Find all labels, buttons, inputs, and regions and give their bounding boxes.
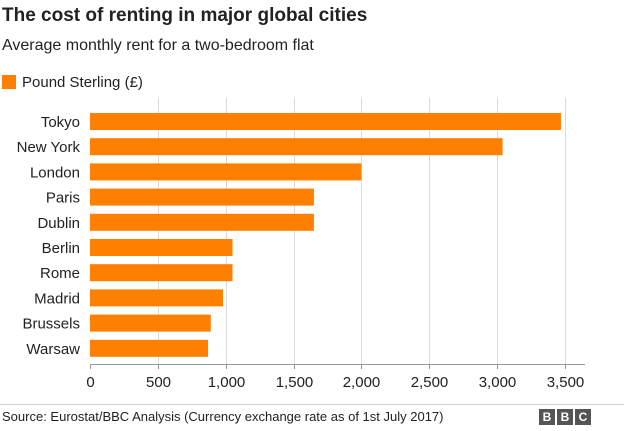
- category-label: Warsaw: [26, 341, 80, 358]
- bar: [90, 239, 233, 256]
- chart-title: The cost of renting in major global citi…: [2, 5, 368, 26]
- category-label: New York: [17, 139, 81, 156]
- category-label: Brussels: [22, 316, 80, 333]
- category-label: London: [30, 164, 80, 181]
- x-tick-label: 1,500: [276, 374, 314, 391]
- chart-subtitle: Average monthly rent for a two-bedroom f…: [2, 37, 314, 54]
- x-tick-label: 1,000: [208, 374, 246, 391]
- logo-letter: B: [557, 409, 573, 425]
- bar: [90, 213, 314, 231]
- bars: [90, 113, 561, 357]
- bbc-logo: B B C: [539, 409, 591, 425]
- bar: [90, 163, 362, 181]
- bar: [90, 138, 503, 156]
- category-label: Berlin: [42, 240, 80, 257]
- bar: [90, 188, 314, 206]
- category-label: Madrid: [34, 290, 80, 307]
- x-tick-label: 2,500: [411, 374, 449, 391]
- category-label: Dublin: [37, 215, 80, 232]
- bar: [90, 314, 211, 332]
- category-labels: Tokyo New York London Paris Dublin Berlin Rome…: [17, 114, 81, 358]
- bar: [90, 289, 223, 307]
- x-tick-label: 500: [146, 374, 171, 391]
- footer-divider: [0, 404, 624, 405]
- source-note: Source: Eurostat/BBC Analysis (Currency …: [2, 409, 444, 424]
- category-label: Tokyo: [41, 114, 80, 131]
- logo-letter: C: [575, 409, 591, 425]
- logo-letter: B: [539, 409, 555, 425]
- bar-chart: Tokyo New York London Paris Dublin Berlin Rome…: [17, 98, 585, 391]
- category-label: Rome: [40, 265, 80, 282]
- x-tick-label: 0: [86, 374, 94, 391]
- grid-lines: [158, 98, 566, 364]
- legend-swatch: [2, 75, 16, 89]
- bar: [90, 113, 561, 130]
- x-tick-label: 2,000: [343, 374, 381, 391]
- x-tick-label: 3,000: [479, 374, 517, 391]
- x-tick-label: 3,500: [547, 374, 585, 391]
- bar: [90, 339, 209, 357]
- legend-label: Pound Sterling (£): [22, 73, 143, 91]
- category-label: Paris: [46, 190, 80, 207]
- x-axis: 0 500 1,000 1,500 2,000 2,500 3,000 3,500: [86, 364, 585, 391]
- legend: Pound Sterling (£): [2, 72, 143, 92]
- bar: [90, 264, 233, 282]
